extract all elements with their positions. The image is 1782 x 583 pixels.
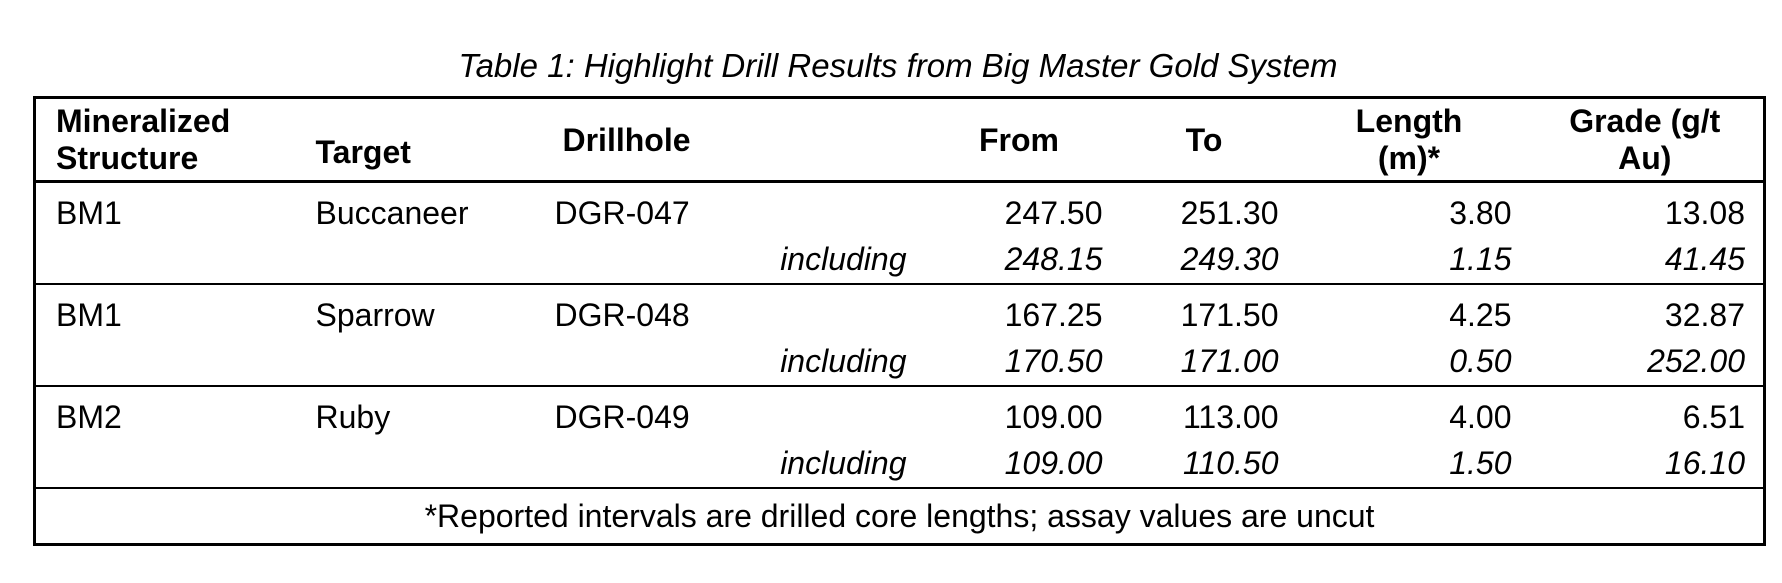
column-header-to: To bbox=[1185, 121, 1223, 158]
cell-drillhole: DGR-047 bbox=[554, 195, 690, 231]
cell-to: 113.00 bbox=[1183, 399, 1279, 435]
cell-structure bbox=[35, 439, 302, 488]
table-title: Table 1: Highlight Drill Results from Bi… bbox=[458, 47, 1338, 84]
drill-results-table: Mineralized Structure Target Drillhole F… bbox=[33, 96, 1766, 546]
cell-target: Buccaneer bbox=[315, 195, 469, 231]
cell-length: 0.50 bbox=[1449, 343, 1512, 379]
column-header-grade-gpt-au: Grade (g/t Au) bbox=[1569, 102, 1721, 176]
cell-to: 171.00 bbox=[1180, 343, 1279, 379]
column-header-from: From bbox=[979, 121, 1059, 158]
cell-length: 1.15 bbox=[1449, 241, 1512, 277]
cell-qualifier: including bbox=[780, 241, 907, 277]
cell-to: 110.50 bbox=[1183, 445, 1279, 481]
cell-from: 170.50 bbox=[1004, 343, 1103, 379]
cell-qualifier bbox=[712, 284, 922, 337]
cell-target bbox=[302, 337, 542, 386]
cell-length: 1.50 bbox=[1449, 445, 1512, 481]
cell-target: Sparrow bbox=[315, 297, 435, 333]
cell-structure bbox=[35, 235, 302, 284]
cell-target: Ruby bbox=[315, 399, 391, 435]
cell-grade: 32.87 bbox=[1664, 297, 1745, 333]
table-row-including: including 109.00 110.50 1.50 16.10 bbox=[34, 439, 1765, 488]
column-header-mineralized-structure: Mineralized Structure bbox=[56, 102, 231, 176]
cell-structure: BM2 bbox=[56, 399, 122, 435]
table-row-bm2-ruby: BM2 Ruby DGR-049 109.00 113.00 4.00 6.51 bbox=[35, 386, 1765, 439]
cell-qualifier: including bbox=[780, 343, 907, 379]
cell-qualifier: including bbox=[780, 445, 907, 481]
header-row: Mineralized Structure Target Drillhole F… bbox=[34, 98, 1765, 182]
table-row-including: including 248.15 249.30 1.15 41.45 bbox=[34, 235, 1765, 284]
cell-from: 109.00 bbox=[1004, 445, 1103, 481]
footnote-text: *Reported intervals are drilled core len… bbox=[424, 498, 1375, 534]
cell-to: 171.50 bbox=[1180, 297, 1279, 333]
cell-to: 249.30 bbox=[1180, 241, 1279, 277]
cell-qualifier bbox=[712, 386, 922, 439]
cell-grade: 6.51 bbox=[1682, 399, 1745, 435]
table-footnote-row: *Reported intervals are drilled core len… bbox=[35, 488, 1765, 545]
cell-from: 109.00 bbox=[1004, 399, 1103, 435]
cell-drillhole: DGR-048 bbox=[554, 297, 690, 333]
cell-target bbox=[302, 439, 542, 488]
table-header: Mineralized Structure Target Drillhole F… bbox=[34, 98, 1765, 182]
cell-to: 251.30 bbox=[1180, 195, 1279, 231]
cell-structure: BM1 bbox=[56, 297, 122, 333]
cell-length: 4.00 bbox=[1449, 399, 1512, 435]
cell-grade: 13.08 bbox=[1664, 195, 1745, 231]
cell-drillhole bbox=[542, 337, 712, 386]
cell-drillhole bbox=[542, 235, 712, 284]
cell-qualifier bbox=[712, 182, 922, 236]
cell-length: 3.80 bbox=[1449, 195, 1512, 231]
cell-drillhole bbox=[542, 439, 712, 488]
table-row-bm1-buccaneer: BM1 Buccaneer DGR-047 247.50 251.30 3.80… bbox=[35, 182, 1765, 236]
cell-from: 167.25 bbox=[1004, 297, 1103, 333]
column-header-qualifier-blank bbox=[712, 98, 922, 182]
cell-grade: 16.10 bbox=[1664, 445, 1745, 481]
cell-drillhole: DGR-049 bbox=[554, 399, 690, 435]
cell-from: 248.15 bbox=[1004, 241, 1103, 277]
table-body: BM1 Buccaneer DGR-047 247.50 251.30 3.80… bbox=[34, 182, 1765, 545]
table-row-including: including 170.50 171.00 0.50 252.00 bbox=[34, 337, 1765, 386]
column-header-drillhole: Drillhole bbox=[562, 121, 691, 158]
cell-length: 4.25 bbox=[1449, 297, 1512, 333]
cell-from: 247.50 bbox=[1004, 195, 1103, 231]
cell-grade: 41.45 bbox=[1664, 241, 1745, 277]
cell-structure: BM1 bbox=[56, 195, 122, 231]
table-row-bm1-sparrow: BM1 Sparrow DGR-048 167.25 171.50 4.25 3… bbox=[35, 284, 1765, 337]
cell-structure bbox=[35, 337, 302, 386]
column-header-target: Target bbox=[315, 134, 411, 170]
cell-target bbox=[302, 235, 542, 284]
column-header-length-m: Length (m)* bbox=[1355, 102, 1463, 176]
cell-grade: 252.00 bbox=[1647, 343, 1745, 379]
